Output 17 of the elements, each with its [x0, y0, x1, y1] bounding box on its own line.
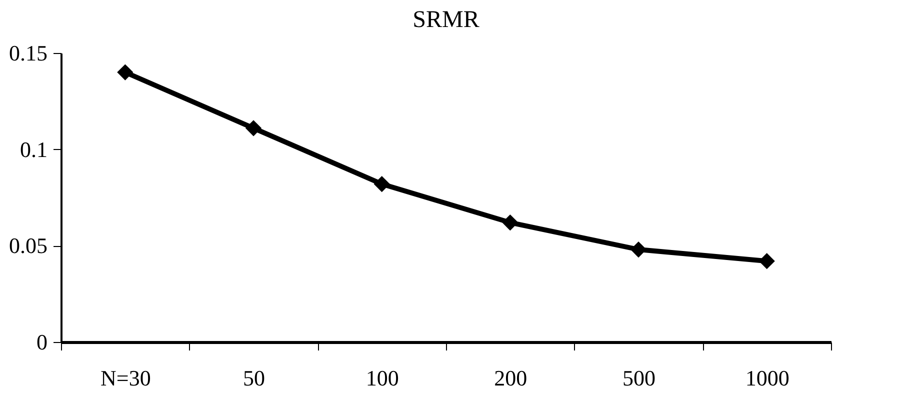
y-tick-label: 0 [36, 330, 48, 354]
x-tick-label: N=30 [100, 366, 151, 390]
x-tick-label: 100 [366, 366, 399, 390]
point [245, 120, 262, 136]
y-tick-label: 0.15 [9, 40, 48, 66]
point [630, 241, 647, 258]
point [117, 64, 134, 80]
x-tick-label: 1000 [745, 366, 790, 390]
y-tick-label: 0.1 [20, 136, 48, 162]
point [374, 176, 390, 192]
x-tick-label: 50 [243, 366, 265, 390]
x-tick-label: 500 [622, 366, 656, 390]
y-tick-label: 0.05 [9, 233, 48, 258]
point [502, 214, 518, 231]
point [758, 253, 775, 270]
x-tick-label: 200 [494, 366, 528, 390]
chart-title: SRMR [412, 7, 480, 33]
